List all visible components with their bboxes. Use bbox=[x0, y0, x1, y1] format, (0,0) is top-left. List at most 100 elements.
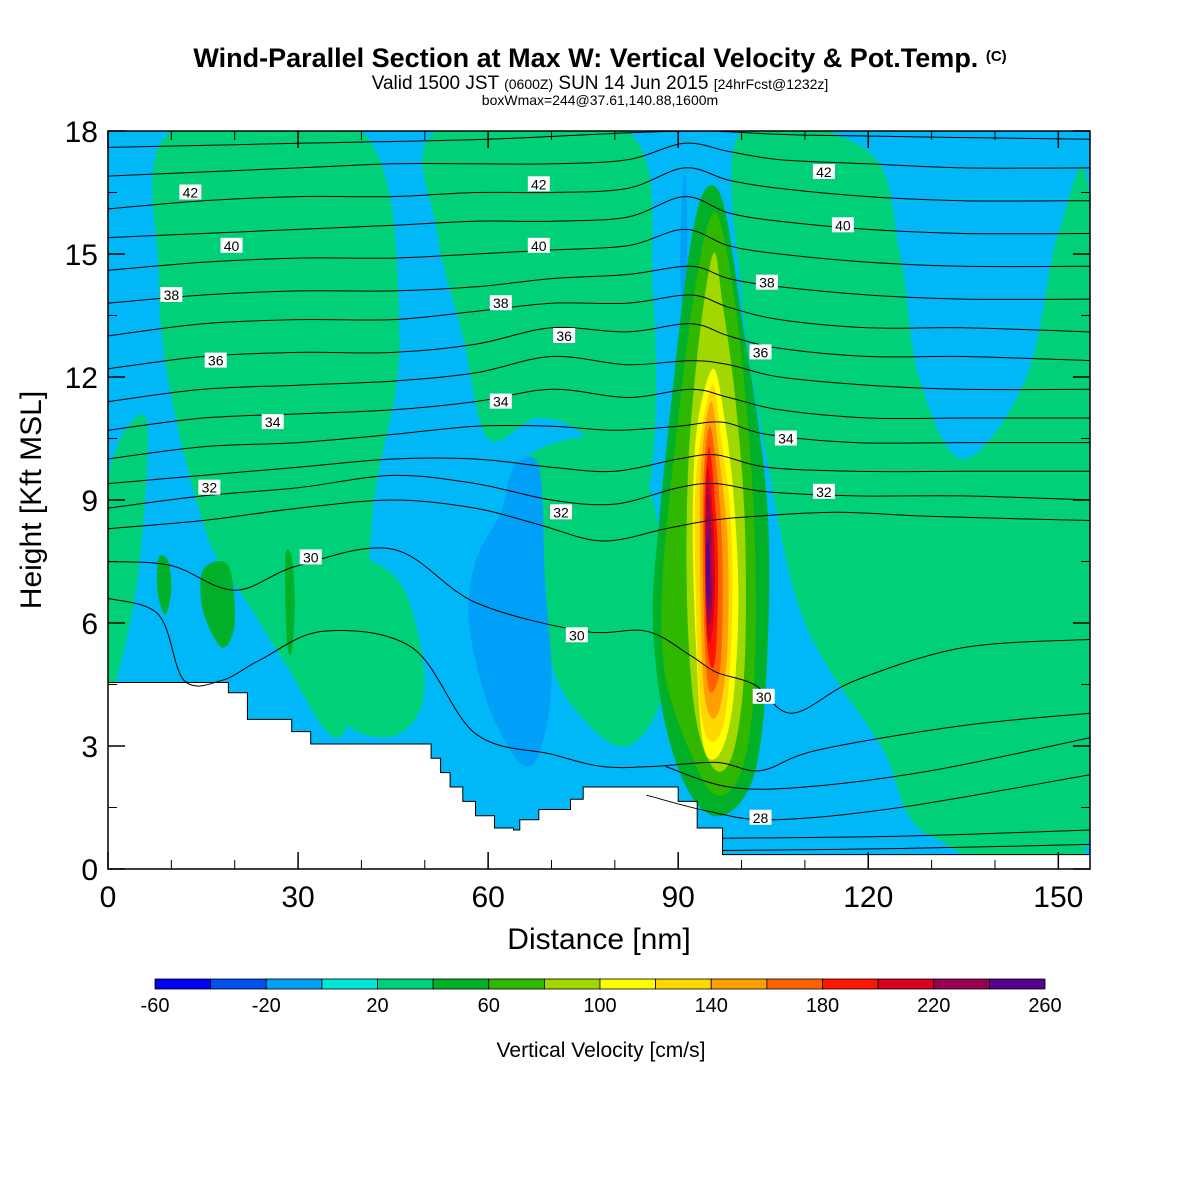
contour-label-box bbox=[553, 328, 576, 343]
colorbar-swatch bbox=[599, 978, 657, 990]
isentrope-line bbox=[108, 421, 1090, 460]
colorbar-tick-label: -60 bbox=[141, 995, 170, 1017]
contour-label-box bbox=[179, 184, 202, 200]
contour-label: 32 bbox=[816, 484, 832, 500]
colorbar-swatch bbox=[377, 978, 434, 990]
chart-titles: Wind-Parallel Section at Max W: Vertical… bbox=[0, 40, 1200, 107]
isentrope-line bbox=[108, 167, 1090, 210]
colorbar-swatch bbox=[488, 978, 545, 990]
contour-label: 32 bbox=[202, 480, 218, 496]
x-tick-label: 150 bbox=[1033, 881, 1083, 914]
velocity-region bbox=[156, 555, 172, 615]
isentrope-line bbox=[108, 323, 1090, 370]
colorbar-swatch bbox=[655, 978, 712, 990]
isentrope-line bbox=[646, 774, 1090, 821]
isentrope-line bbox=[665, 737, 1090, 790]
terrain-layer bbox=[107, 682, 1091, 870]
colorbar-tick-label: 260 bbox=[1028, 995, 1061, 1017]
colorbar-tick-label: 140 bbox=[695, 995, 728, 1017]
isentrope-line bbox=[722, 843, 1090, 851]
colorbar-swatch bbox=[543, 978, 601, 990]
x-tick-label: 60 bbox=[471, 881, 504, 914]
contour-label: 34 bbox=[778, 431, 794, 447]
contour-label-box bbox=[160, 287, 183, 302]
contour-label-box bbox=[749, 809, 772, 825]
colorbar-tick-label: 220 bbox=[917, 995, 950, 1017]
contour-label-box bbox=[527, 176, 550, 192]
valid-utc-time: (0600Z) bbox=[504, 76, 554, 92]
contour-label-layer: 42 42 42 40 40 40 38 38 38 36 36 36 34 34 34 32 32 32 30 30… bbox=[160, 164, 854, 826]
colorbar-swatch bbox=[321, 978, 378, 990]
contour-label: 34 bbox=[265, 414, 281, 430]
contour-label: 30 bbox=[569, 627, 585, 643]
copyright-mark: (C) bbox=[985, 48, 1007, 65]
chart-title: Wind-Parallel Section at Max W: Vertical… bbox=[0, 40, 1200, 75]
y-tick-label: 18 bbox=[65, 116, 98, 149]
contour-label-box bbox=[812, 483, 835, 499]
contour-label-box bbox=[299, 549, 322, 565]
velocity-region bbox=[468, 456, 552, 767]
isentrope-line bbox=[108, 547, 1090, 714]
y-axis-label: Height [Kft MSL] bbox=[15, 391, 48, 609]
y-tick-label: 15 bbox=[65, 239, 98, 272]
velocity-region bbox=[285, 549, 295, 655]
colorbar-swatch bbox=[933, 978, 990, 990]
contour-label: 30 bbox=[756, 689, 772, 705]
contour-label: 30 bbox=[303, 549, 319, 565]
valid-time-line: Valid 1500 JST (0600Z) SUN 14 Jun 2015 [… bbox=[0, 73, 1200, 94]
colorbar-swatch bbox=[710, 978, 768, 990]
y-tick-label: 9 bbox=[81, 485, 98, 518]
valid-local-time: Valid 1500 JST bbox=[371, 73, 499, 94]
contour-label: 36 bbox=[556, 328, 572, 344]
isentrope-line bbox=[108, 597, 1090, 772]
contour-label-box bbox=[261, 414, 284, 430]
axes-layer: 0 30 60 90 120 150 0 36 9 12 15 18 Distance [nm] Heig… bbox=[15, 116, 1091, 956]
contour-label: 42 bbox=[183, 185, 199, 201]
velocity-region bbox=[706, 557, 709, 599]
isentrope-line bbox=[108, 142, 1090, 177]
isentrope-line bbox=[108, 196, 1090, 239]
contour-label-box bbox=[812, 164, 835, 179]
contour-label-box bbox=[489, 393, 512, 409]
colorbar-swatch bbox=[822, 978, 879, 990]
colorbar-tick-label: 60 bbox=[478, 995, 500, 1017]
contour-label: 32 bbox=[553, 504, 569, 520]
contour-label-box bbox=[489, 295, 512, 311]
x-tick-label: 120 bbox=[843, 881, 893, 914]
colorbar-swatch bbox=[877, 978, 935, 990]
x-tick-label: 0 bbox=[100, 881, 117, 914]
contour-label-box bbox=[549, 504, 572, 520]
contour-label-box bbox=[749, 344, 772, 360]
colorbar-swatch bbox=[988, 978, 1046, 990]
velocity-region bbox=[731, 131, 1090, 869]
isentrope-line bbox=[108, 454, 1090, 485]
isentrope-line bbox=[108, 294, 1090, 337]
forecast-info: [24hrFcst@1232z] bbox=[713, 76, 829, 92]
colorbar-tick-label: 100 bbox=[583, 995, 616, 1017]
isentrope-line bbox=[108, 474, 1090, 509]
contour-label: 40 bbox=[531, 238, 547, 254]
x-axis-label: Distance [nm] bbox=[507, 923, 690, 956]
isentrope-line bbox=[108, 499, 1090, 542]
colorbar-swatch bbox=[154, 978, 212, 990]
contour-label: 42 bbox=[531, 176, 547, 192]
x-tick-label: 90 bbox=[662, 881, 695, 914]
contour-label: 38 bbox=[164, 287, 180, 303]
contour-label-box bbox=[774, 430, 797, 446]
contour-label: 36 bbox=[208, 353, 224, 369]
contour-label-box bbox=[527, 237, 550, 253]
colorbar-swatch bbox=[766, 978, 823, 990]
contour-label: 38 bbox=[759, 275, 775, 291]
x-tick-label: 30 bbox=[281, 881, 314, 914]
y-tick-label: 0 bbox=[81, 854, 98, 887]
contour-label-box bbox=[755, 274, 778, 290]
colorbar-swatch bbox=[432, 978, 490, 990]
contour-label-box bbox=[752, 688, 775, 704]
isentrope-line bbox=[108, 131, 1090, 148]
colorbar-swatch bbox=[265, 978, 323, 990]
contour-label: 34 bbox=[493, 394, 509, 410]
y-tick-label: 12 bbox=[65, 362, 98, 395]
y-tick-label: 6 bbox=[81, 608, 98, 641]
box-wmax-line: boxWmax=244@37.61,140.88,1600m bbox=[481, 92, 719, 108]
